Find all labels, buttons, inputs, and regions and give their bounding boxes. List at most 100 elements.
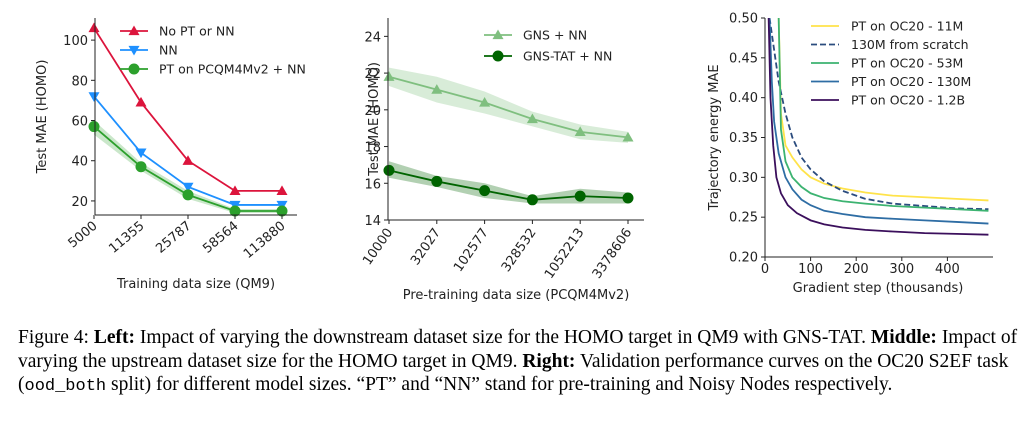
data-point-1-4	[574, 190, 586, 202]
x-tick-label-2: 200	[844, 262, 869, 277]
data-point-0-4	[276, 185, 288, 196]
x-tick-label-1: 32027	[408, 226, 444, 268]
x-tick-label-1: 11355	[106, 219, 147, 257]
series-lines	[767, 18, 989, 236]
y-tick-label-0: 14	[364, 214, 381, 229]
y-axis-label: Test MAE (HOMO)	[35, 60, 50, 175]
series-line-1	[388, 169, 629, 201]
figure-panels: 20 40 60 80 100 5000 11355 25787 58564 113880 Trai…	[35, 12, 993, 303]
legend-label-1: NN	[159, 43, 178, 58]
y-tick-label-5: 24	[364, 30, 381, 45]
series-line-3	[768, 18, 989, 225]
x-tick-label-3: 58564	[200, 219, 241, 257]
data-point-1-5	[622, 192, 634, 204]
caption-right-label: Right:	[522, 350, 576, 372]
data-point-0-2	[479, 96, 491, 107]
legend-marker-0	[128, 25, 140, 36]
series-band-1	[389, 161, 628, 204]
legend-marker-1	[492, 50, 504, 62]
x-tick-label-1: 100	[798, 262, 823, 277]
y-tick-label-1: 0.25	[729, 211, 758, 226]
legend-label-4: PT on OC20 - 1.2B	[851, 93, 965, 108]
data-point-1-2	[182, 182, 194, 193]
data-point-2-4	[276, 205, 288, 217]
data-point-0-0	[88, 22, 100, 33]
x-tick-label-5: 3378606	[590, 226, 636, 282]
x-tick-label-0: 5000	[66, 219, 101, 252]
y-tick-label-5: 0.45	[729, 51, 758, 66]
x-tick-label-4: 1052213	[542, 226, 588, 282]
series-line-0	[777, 18, 989, 202]
data-point-1-1	[431, 175, 443, 187]
series-line-0	[388, 75, 629, 139]
legend-label-3: PT on OC20 - 130M	[851, 74, 971, 89]
series-line-0	[93, 27, 282, 192]
y-tick-label-4: 100	[63, 34, 88, 49]
legend-marker-1	[128, 45, 140, 56]
caption-left-label: Left:	[93, 327, 135, 348]
data-point-1-0	[383, 164, 395, 176]
series-line-1	[768, 18, 989, 211]
legend: GNS + NN GNS-TAT + NN	[484, 28, 612, 64]
legend-marker-2	[128, 63, 140, 75]
data-point-0-4	[574, 126, 586, 136]
right-chart: 0.20 0.25 0.30 0.35 0.40 0.45 0.50 0 100 200 300 40…	[707, 12, 993, 296]
y-tick-label-3: 0.35	[729, 131, 758, 146]
caption-right-text-1: Validation performance curves on the OC2…	[18, 350, 1009, 396]
data-point-2-0	[88, 121, 100, 133]
data-point-2-1	[135, 161, 147, 173]
left-chart: 20 40 60 80 100 5000 11355 25787 58564 113880 Trai…	[35, 18, 306, 292]
y-tick-label-3: 20	[364, 104, 381, 119]
y-tick-label-1: 40	[71, 155, 88, 170]
x-tick-label-4: 113880	[241, 219, 289, 262]
y-tick-label-4: 22	[364, 67, 381, 82]
data-point-0-3	[526, 113, 538, 124]
y-tick-label-0: 0.20	[729, 251, 758, 266]
y-tick-label-2: 60	[71, 115, 88, 130]
data-point-1-1	[135, 148, 147, 159]
series-line-2	[777, 18, 989, 212]
legend-label-2: PT on OC20 - 53M	[851, 56, 963, 71]
data-point-0-2	[182, 155, 194, 165]
x-axis-label: Pre-training data size (PCQM4Mv2)	[403, 288, 630, 303]
data-point-1-0	[88, 92, 100, 102]
x-tick-label-0: 0	[761, 262, 769, 277]
caption-split-name: ood_both	[24, 377, 107, 396]
legend-label-1: 130M from scratch	[851, 37, 969, 52]
x-tick-label-0: 10000	[360, 226, 396, 268]
x-tick-label-3: 300	[889, 262, 914, 277]
x-tick-label-2: 102577	[451, 226, 492, 275]
legend-label-0: No PT or NN	[159, 24, 235, 39]
legend-label-1: GNS-TAT + NN	[523, 49, 612, 64]
y-axis-label: Trajectory energy MAE	[707, 64, 722, 211]
legend-label-2: PT on PCQM4Mv2 + NN	[159, 62, 306, 77]
x-axis-label: Gradient step (thousands)	[793, 281, 964, 296]
caption-right-text-2: split) for different model sizes. “PT” a…	[106, 374, 893, 395]
legend: No PT or NN NN PT on PCQM4Mv2 + NN	[120, 24, 306, 77]
data-point-0-0	[383, 71, 395, 81]
series-band-0	[389, 67, 628, 143]
data-point-0-3	[229, 185, 241, 196]
caption-middle-label: Middle:	[870, 327, 937, 348]
x-axis-label: Training data size (QM9)	[116, 277, 275, 292]
y-tick-label-2: 18	[364, 141, 381, 156]
legend-label-0: PT on OC20 - 11M	[851, 19, 963, 34]
legend-label-0: GNS + NN	[523, 28, 587, 43]
data-point-2-2	[182, 189, 194, 201]
x-tick-label-3: 328532	[499, 226, 540, 275]
y-tick-label-2: 0.30	[729, 171, 758, 186]
data-point-0-5	[622, 131, 634, 142]
data-point-1-2	[479, 185, 491, 197]
y-axis-label: Test MAE (HOMO)	[367, 62, 382, 177]
figure-caption: Figure 4: Left: Impact of varying the do…	[18, 326, 1023, 399]
data-point-0-1	[431, 84, 443, 94]
y-tick-label-1: 16	[364, 177, 381, 192]
x-tick-label-2: 25787	[153, 219, 194, 257]
legend: PT on OC20 - 11M 130M from scratch PT on O…	[811, 19, 971, 108]
y-tick-label-0: 20	[71, 195, 88, 210]
x-tick-label-4: 400	[935, 262, 960, 277]
y-tick-label-6: 0.50	[729, 12, 758, 27]
caption-left-text: Impact of varying the downstream dataset…	[135, 327, 871, 348]
legend-marker-0	[492, 29, 504, 40]
series-line-4	[767, 18, 989, 236]
